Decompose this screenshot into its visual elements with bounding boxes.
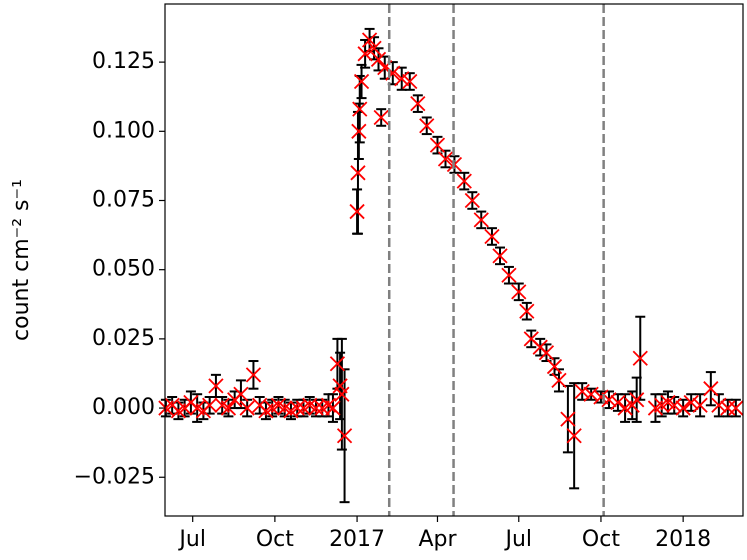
point bbox=[361, 32, 378, 48]
point bbox=[464, 192, 480, 209]
point bbox=[220, 400, 237, 416]
point bbox=[350, 165, 366, 181]
y-tick-label: −0.025 bbox=[74, 464, 155, 489]
point bbox=[357, 46, 373, 62]
point bbox=[583, 386, 599, 402]
point bbox=[566, 428, 582, 444]
x-tick-label: Oct bbox=[582, 527, 620, 552]
point bbox=[394, 71, 410, 87]
y-tick-label: 0.100 bbox=[92, 118, 155, 143]
point bbox=[675, 400, 691, 416]
point bbox=[352, 101, 368, 117]
point bbox=[560, 411, 576, 427]
point bbox=[334, 386, 350, 402]
point bbox=[245, 367, 262, 383]
point bbox=[492, 248, 508, 264]
y-tick-label: 0.000 bbox=[92, 395, 155, 420]
point bbox=[538, 345, 555, 361]
point bbox=[370, 51, 387, 67]
point bbox=[546, 358, 563, 375]
point bbox=[511, 284, 527, 300]
point bbox=[353, 73, 370, 90]
x-tick-label: 2018 bbox=[655, 527, 711, 552]
point bbox=[202, 397, 218, 413]
point bbox=[610, 394, 626, 411]
y-tick-label: 0.125 bbox=[92, 49, 155, 74]
point bbox=[703, 381, 719, 397]
point bbox=[336, 428, 353, 444]
point bbox=[308, 400, 324, 416]
point bbox=[410, 95, 426, 112]
point bbox=[419, 118, 435, 134]
point bbox=[519, 303, 535, 319]
point bbox=[239, 400, 255, 416]
y-tick-label: 0.075 bbox=[92, 187, 155, 212]
y-tick-label: 0.025 bbox=[92, 326, 155, 351]
plot-frame bbox=[164, 3, 744, 517]
point bbox=[711, 397, 727, 413]
point bbox=[683, 394, 699, 411]
point bbox=[208, 378, 224, 394]
point bbox=[501, 267, 517, 283]
point bbox=[373, 109, 389, 126]
point bbox=[325, 400, 341, 416]
point bbox=[366, 40, 382, 56]
point bbox=[574, 383, 590, 400]
y-tick-label: 0.050 bbox=[92, 257, 155, 282]
x-tick-label: Jul bbox=[177, 527, 206, 552]
point bbox=[233, 386, 249, 402]
point bbox=[551, 372, 567, 389]
y-axis-label: count cm⁻² s⁻¹ bbox=[9, 179, 34, 341]
point bbox=[473, 212, 489, 228]
point bbox=[632, 350, 648, 366]
point bbox=[349, 203, 365, 220]
point bbox=[629, 392, 645, 408]
point bbox=[692, 397, 708, 413]
point bbox=[437, 151, 454, 167]
x-tick-label: Oct bbox=[256, 527, 294, 552]
point bbox=[351, 123, 367, 139]
point bbox=[402, 73, 418, 90]
point bbox=[289, 400, 305, 416]
point bbox=[329, 356, 346, 372]
point bbox=[728, 400, 744, 416]
point bbox=[484, 228, 500, 245]
x-tick-label: Apr bbox=[418, 527, 457, 552]
point bbox=[429, 137, 446, 153]
point bbox=[320, 397, 337, 413]
x-tick-label: 2017 bbox=[329, 527, 385, 552]
point bbox=[720, 400, 736, 416]
x-tick-label: Jul bbox=[503, 527, 532, 552]
point bbox=[593, 389, 609, 405]
point bbox=[456, 173, 472, 189]
point bbox=[666, 397, 682, 413]
